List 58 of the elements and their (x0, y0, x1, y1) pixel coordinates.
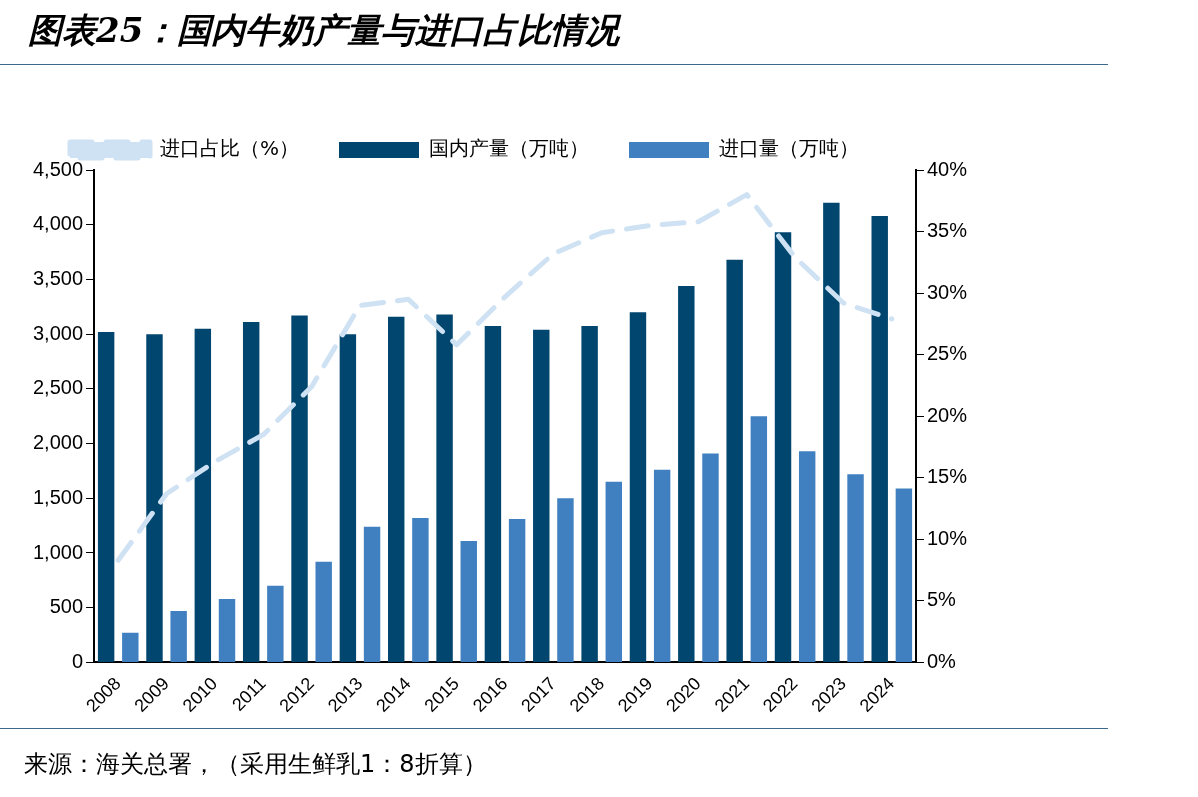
y2-tick-label: 25% (926, 342, 968, 365)
bar (170, 610, 187, 662)
bar (823, 202, 840, 662)
y-tick-label: 1,000 (32, 540, 84, 563)
bar (774, 232, 792, 662)
bar (436, 314, 453, 662)
legend-label: 进口占比（%） (160, 136, 300, 161)
y2-tick-label: 20% (926, 403, 968, 426)
bar (218, 598, 236, 662)
legend-label: 国内产量（万吨） (429, 136, 589, 161)
y2-tick-label: 30% (926, 280, 968, 303)
bar (242, 322, 260, 662)
y-tick-label: 3,000 (32, 321, 84, 344)
bar (363, 526, 381, 662)
bar (726, 259, 743, 662)
bar (97, 331, 115, 662)
y2-tick-label: 40% (926, 157, 968, 180)
bar (678, 285, 695, 662)
bar (847, 474, 864, 662)
bar (750, 416, 768, 662)
bar (291, 315, 308, 662)
y2-tick-label: 35% (926, 219, 968, 242)
bar (339, 334, 357, 662)
bar (484, 325, 502, 662)
bar (194, 328, 212, 662)
bar (605, 481, 623, 662)
y-tick-label: 1,500 (32, 485, 84, 508)
bar (315, 561, 332, 662)
y-tick-label: 2,000 (32, 431, 84, 454)
bar (267, 585, 284, 662)
bar (508, 519, 526, 662)
y2-tick-label: 5% (926, 588, 957, 611)
chart-title: 图表25：国内牛奶产量与进口占比情况 (28, 9, 620, 52)
bar (146, 334, 163, 662)
bar (388, 316, 405, 662)
legend-label: 进口量（万吨） (719, 136, 859, 161)
bar (629, 312, 647, 662)
y-tick-label: 2,500 (32, 376, 84, 399)
bar (122, 632, 139, 662)
bar (895, 488, 913, 662)
bar (533, 329, 550, 662)
y-tick-label: 3,500 (32, 266, 84, 289)
y-tick-label: 500 (49, 595, 84, 618)
y-tick-label: 0 (71, 649, 84, 672)
source-note: 来源：海关总署，（采用生鲜乳1：8折算） (24, 749, 487, 780)
bar (581, 325, 598, 662)
bar (460, 540, 477, 662)
y2-tick-label: 15% (926, 465, 968, 488)
bar (557, 498, 574, 662)
bar (871, 215, 888, 662)
bar (702, 453, 719, 662)
y-tick-label: 4,500 (32, 157, 84, 180)
y2-tick-label: 0% (926, 649, 957, 672)
y2-tick-label: 10% (926, 526, 968, 549)
bar (798, 451, 816, 662)
bar (412, 517, 429, 662)
y-tick-label: 4,000 (32, 212, 84, 235)
bar (653, 469, 671, 662)
